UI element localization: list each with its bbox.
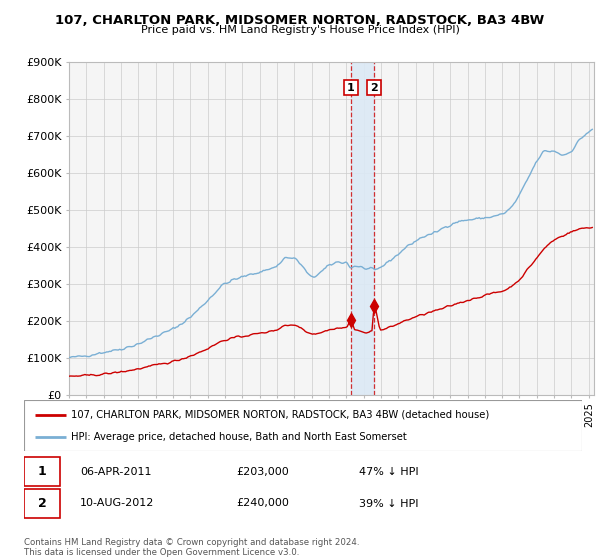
FancyBboxPatch shape — [24, 400, 582, 451]
Text: Contains HM Land Registry data © Crown copyright and database right 2024.
This d: Contains HM Land Registry data © Crown c… — [24, 538, 359, 557]
Text: 47% ↓ HPI: 47% ↓ HPI — [359, 466, 418, 477]
Text: 06-APR-2011: 06-APR-2011 — [80, 466, 151, 477]
Text: 39% ↓ HPI: 39% ↓ HPI — [359, 498, 418, 508]
Text: 2: 2 — [370, 82, 378, 92]
Text: 107, CHARLTON PARK, MIDSOMER NORTON, RADSTOCK, BA3 4BW (detached house): 107, CHARLTON PARK, MIDSOMER NORTON, RAD… — [71, 409, 490, 419]
Text: £240,000: £240,000 — [236, 498, 289, 508]
FancyBboxPatch shape — [24, 489, 60, 518]
FancyBboxPatch shape — [24, 458, 60, 486]
Text: Price paid vs. HM Land Registry's House Price Index (HPI): Price paid vs. HM Land Registry's House … — [140, 25, 460, 35]
Text: 1: 1 — [38, 465, 47, 478]
Text: £203,000: £203,000 — [236, 466, 289, 477]
Bar — [351, 62, 374, 395]
Text: 10-AUG-2012: 10-AUG-2012 — [80, 498, 154, 508]
Text: 2: 2 — [38, 497, 47, 510]
Text: HPI: Average price, detached house, Bath and North East Somerset: HPI: Average price, detached house, Bath… — [71, 432, 407, 442]
Text: 1: 1 — [347, 82, 355, 92]
Text: 107, CHARLTON PARK, MIDSOMER NORTON, RADSTOCK, BA3 4BW: 107, CHARLTON PARK, MIDSOMER NORTON, RAD… — [55, 14, 545, 27]
